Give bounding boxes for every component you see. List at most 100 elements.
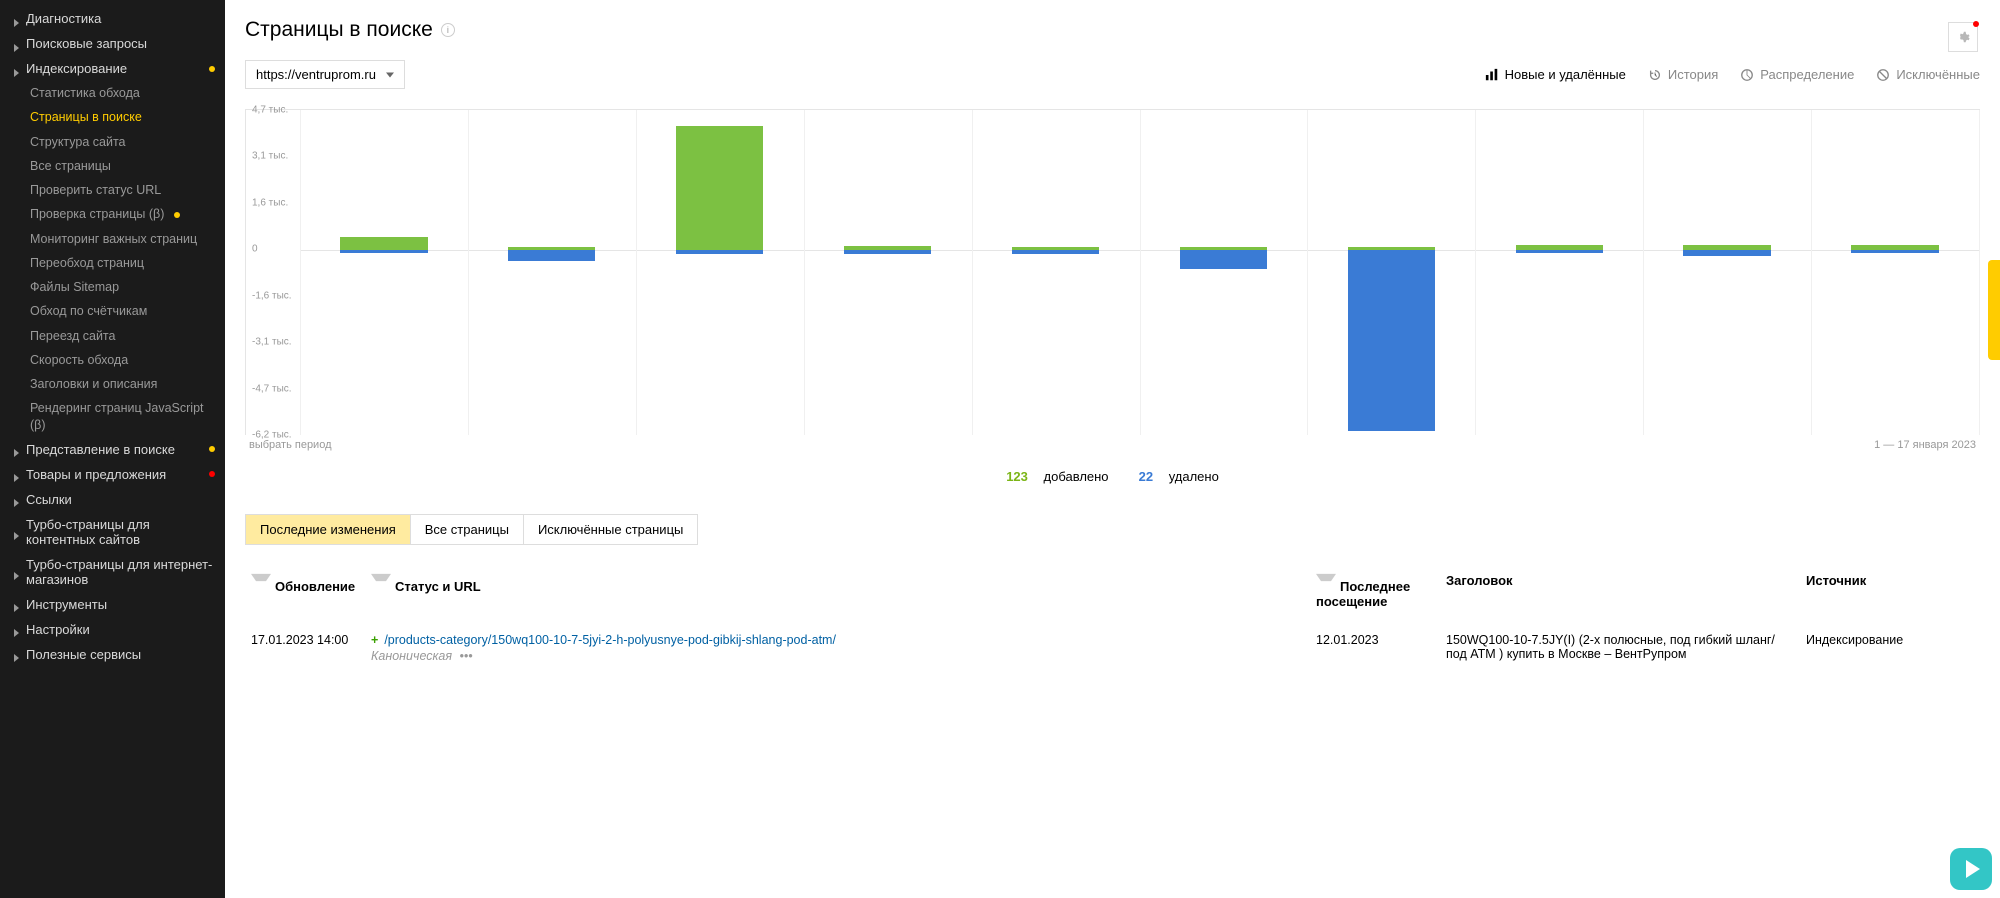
sidebar-item-label: Инструменты [26, 597, 215, 612]
y-tick: -6,2 тыс. [252, 430, 292, 441]
sidebar-item-label: Диагностика [26, 11, 215, 26]
column-status[interactable]: Статус и URL [365, 573, 1310, 609]
sidebar-subitem[interactable]: Мониторинг важных страниц [0, 227, 225, 251]
page-title: Страницы в поиске i [245, 18, 1980, 42]
sidebar-subitem[interactable]: Скорость обхода [0, 348, 225, 372]
chevron-right-icon [14, 650, 22, 658]
sidebar-subitem[interactable]: Страницы в поиске [0, 105, 225, 129]
chart-period-selector[interactable]: выбрать период [249, 439, 332, 451]
y-tick: 1,6 тыс. [252, 197, 288, 208]
sidebar: Диагностика Поисковые запросыИндексирован… [0, 0, 225, 898]
bar-deleted[interactable] [1348, 250, 1435, 430]
bars-icon [1485, 68, 1499, 82]
bar-deleted[interactable] [1012, 250, 1099, 254]
site-selector-value: https://ventruprom.ru [256, 67, 376, 82]
chevron-right-icon [14, 445, 22, 453]
bar-deleted[interactable] [1180, 250, 1267, 268]
feedback-tab[interactable] [1988, 260, 2000, 360]
chevron-right-icon [14, 470, 22, 478]
chevron-right-icon [14, 600, 22, 608]
sidebar-item[interactable]: Инструменты [0, 592, 225, 617]
sidebar-subitem[interactable]: Все страницы [0, 154, 225, 178]
status-dot [209, 446, 215, 452]
sidebar-subitem[interactable]: Заголовки и описания [0, 372, 225, 396]
chart-period-range: 1 — 17 января 2023 [1874, 439, 1976, 451]
view-pie[interactable]: Распределение [1740, 67, 1854, 82]
status-plus-icon: + [371, 633, 378, 647]
column-last[interactable]: Последнее посещение [1310, 573, 1440, 609]
info-icon[interactable]: i [441, 23, 455, 37]
view-label: Исключённые [1896, 67, 1980, 82]
row-url[interactable]: /products-category/150wq100-10-7-5jyi-2-… [384, 633, 836, 647]
sidebar-subitem[interactable]: Рендеринг страниц JavaScript (β) [0, 396, 225, 437]
view-bars[interactable]: Новые и удалённые [1485, 67, 1626, 82]
bar-deleted[interactable] [844, 250, 931, 254]
chart-y-axis: 4,7 тыс.3,1 тыс.1,6 тыс.0-1,6 тыс.-3,1 т… [246, 110, 300, 435]
sidebar-item-label: Турбо-страницы для интернет-магазинов [26, 557, 215, 587]
sidebar-item[interactable]: Турбо-страницы для контентных сайтов [0, 512, 225, 552]
sidebar-item-label: Полезные сервисы [26, 647, 215, 662]
cell-title: 150WQ100-10-7.5JY(I) (2-х полюсные, под … [1440, 633, 1800, 661]
bar-deleted[interactable] [1851, 250, 1938, 253]
view-label: Распределение [1760, 67, 1854, 82]
page-title-text: Страницы в поиске [245, 18, 433, 42]
legend-added-label: добавлено [1044, 469, 1109, 484]
sidebar-subitem[interactable]: Обход по счётчикам [0, 299, 225, 323]
y-tick: 0 [252, 244, 258, 255]
view-label: История [1668, 67, 1718, 82]
bar-deleted[interactable] [676, 250, 763, 254]
table-tabs: Последние измененияВсе страницыИсключённ… [245, 514, 698, 545]
more-icon[interactable]: ••• [460, 649, 473, 663]
tab[interactable]: Все страницы [411, 515, 524, 544]
sidebar-item[interactable]: Настройки [0, 617, 225, 642]
bar-deleted[interactable] [1683, 250, 1770, 256]
main-content: Страницы в поиске i https://ventruprom.r… [225, 0, 2000, 898]
sidebar-item[interactable]: Индексирование [0, 56, 225, 81]
sidebar-item[interactable]: Ссылки [0, 487, 225, 512]
y-tick: 3,1 тыс. [252, 151, 288, 162]
bar-added[interactable] [340, 237, 427, 250]
sidebar-item-label: Турбо-страницы для контентных сайтов [26, 517, 215, 547]
chart[interactable]: 4,7 тыс.3,1 тыс.1,6 тыс.0-1,6 тыс.-3,1 т… [245, 110, 1980, 435]
sidebar-subitem[interactable]: Переезд сайта [0, 324, 225, 348]
site-selector[interactable]: https://ventruprom.ru [245, 60, 405, 89]
legend-deleted-count: 22 [1139, 469, 1153, 484]
table-header: Обновление Статус и URL Последнее посеще… [245, 567, 1980, 629]
settings-button[interactable] [1948, 22, 1978, 52]
bar-deleted[interactable] [508, 250, 595, 261]
tab[interactable]: Последние изменения [246, 515, 411, 544]
sidebar-item-label: Товары и предложения [26, 467, 203, 482]
play-widget[interactable] [1950, 848, 1992, 890]
column-source[interactable]: Источник [1800, 573, 1980, 609]
sidebar-subitem[interactable]: Статистика обхода [0, 81, 225, 105]
bar-deleted[interactable] [340, 250, 427, 253]
view-excluded[interactable]: Исключённые [1876, 67, 1980, 82]
view-history[interactable]: История [1648, 67, 1718, 82]
sidebar-subitem[interactable]: Переобход страниц [0, 251, 225, 275]
sidebar-item[interactable]: Представление в поиске [0, 437, 225, 462]
tab[interactable]: Исключённые страницы [524, 515, 697, 544]
sidebar-subitem[interactable]: Файлы Sitemap [0, 275, 225, 299]
legend-deleted-label: удалено [1169, 469, 1219, 484]
sidebar-item[interactable]: Полезные сервисы [0, 642, 225, 667]
sidebar-item[interactable]: Поисковые запросы [0, 31, 225, 56]
history-icon [1648, 68, 1662, 82]
status-dot [209, 66, 215, 72]
excluded-icon [1876, 68, 1890, 82]
column-update[interactable]: Обновление [245, 573, 365, 609]
y-tick: -4,7 тыс. [252, 383, 292, 394]
status-dot [209, 471, 215, 477]
bar-deleted[interactable] [1516, 250, 1603, 253]
y-tick: 4,7 тыс. [252, 105, 288, 116]
bar-added[interactable] [676, 126, 763, 250]
chart-footer: выбрать период 1 — 17 января 2023 [245, 435, 1980, 451]
column-title[interactable]: Заголовок [1440, 573, 1800, 609]
sidebar-subitem[interactable]: Структура сайта [0, 130, 225, 154]
sidebar-item[interactable]: Турбо-страницы для интернет-магазинов [0, 552, 225, 592]
sidebar-subitem[interactable]: Проверить статус URL [0, 178, 225, 202]
sidebar-item[interactable]: Диагностика [0, 6, 225, 31]
cell-last: 12.01.2023 [1310, 633, 1440, 647]
sidebar-subitem[interactable]: Проверка страницы (β) [0, 202, 225, 226]
cell-source: Индексирование [1800, 633, 1980, 647]
sidebar-item[interactable]: Товары и предложения [0, 462, 225, 487]
